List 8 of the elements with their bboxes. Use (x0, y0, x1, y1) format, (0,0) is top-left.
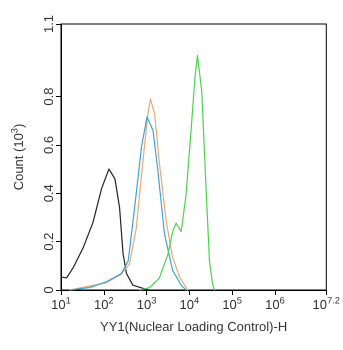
y-tick-label: 0.2 (41, 232, 56, 251)
y-tick-label: 0.4 (41, 184, 56, 202)
y-axis-title: Count (103) (10, 124, 26, 190)
y-tick-label: 0.6 (41, 136, 56, 154)
y-tick-label: 1.1 (41, 14, 56, 34)
y-tick-label: 0.8 (41, 88, 56, 106)
y-tick-label: 0 (41, 286, 56, 294)
x-axis-title: YY1(Nuclear Loading Control)-H (100, 319, 288, 334)
